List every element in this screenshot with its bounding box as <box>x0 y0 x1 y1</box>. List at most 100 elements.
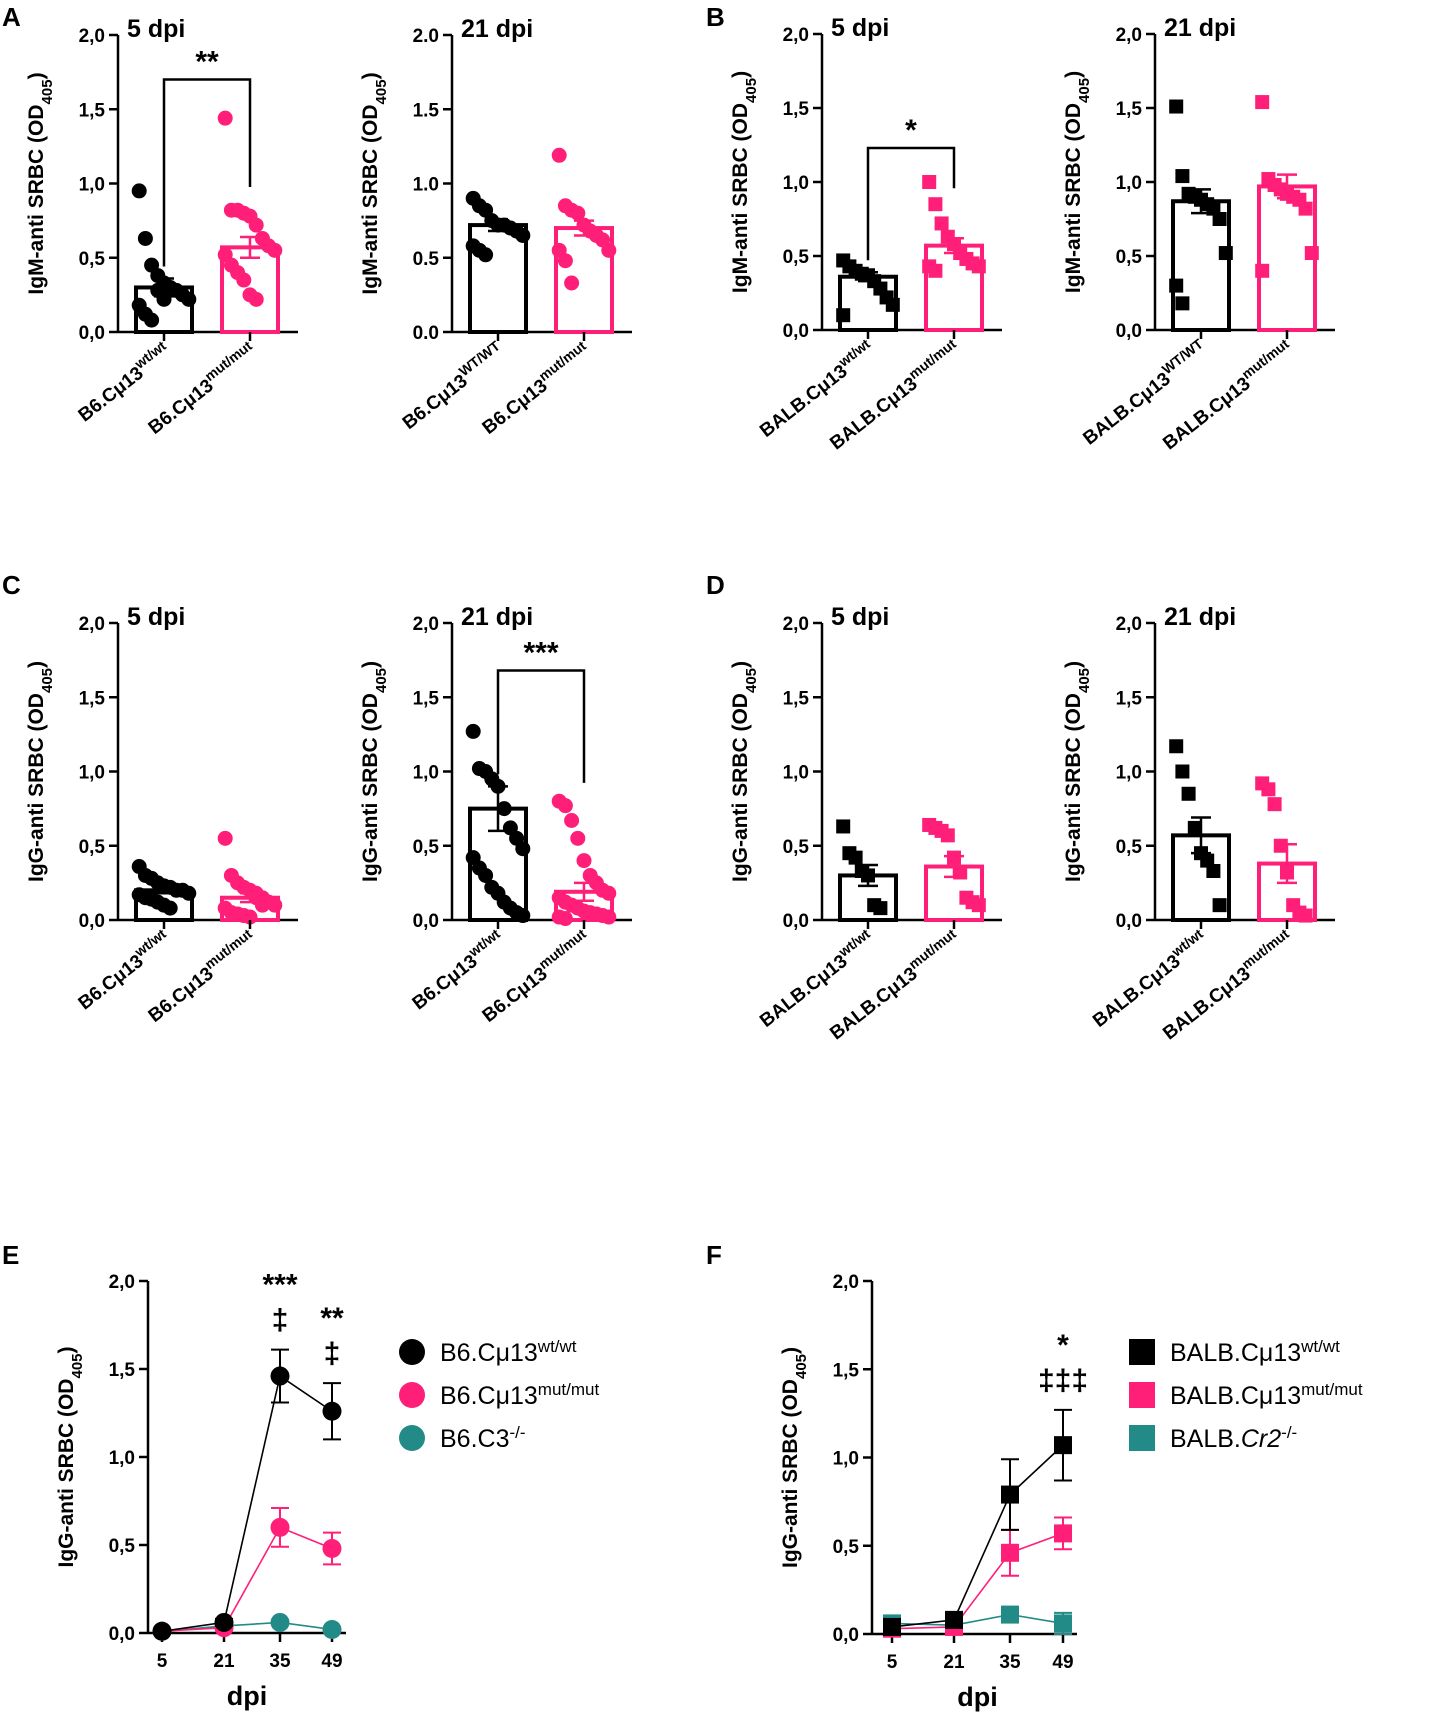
chart-c1-y-tick-label: 1,0 <box>79 763 105 784</box>
chart-f-y-axis-label-sub: 405 <box>793 1354 810 1379</box>
chart-b2-y-axis-label-end: ) <box>1062 71 1085 78</box>
x-tick-label: 35 <box>999 1652 1021 1673</box>
data-point <box>1206 863 1221 878</box>
chart-e-y-tick-label: 0,0 <box>109 1624 135 1645</box>
chart-b1-y-tick-label: 2,0 <box>783 25 809 46</box>
data-point <box>945 1610 963 1629</box>
chart-c1-y-tick-label: 2,0 <box>79 614 105 635</box>
data-point <box>601 885 617 901</box>
data-point <box>490 778 506 794</box>
chart-c2-y-tick-label: 0,5 <box>413 837 440 858</box>
data-point <box>1169 739 1184 754</box>
chart-d2-y-tick-label: 2,0 <box>1116 614 1142 635</box>
data-point <box>1273 838 1288 853</box>
chart-c1-y-axis-label: IgG-anti SRBC (OD405) <box>25 661 56 882</box>
chart-d2: 0,0 0,5 1,0 1,5 2,0 IgG-anti SRBC (OD405) 21 d… <box>1062 603 1335 1044</box>
series-line <box>891 1532 1064 1630</box>
legend-label-sup: mut/mut <box>538 1380 600 1399</box>
legend-marker <box>399 1339 425 1365</box>
legend-label: BALB.Cμ13wt/wt <box>1170 1337 1340 1368</box>
chart-b2-y-tick-label: 2,0 <box>1116 25 1142 46</box>
legend-label-main: B6.Cμ13 <box>440 1339 538 1367</box>
chart-b1-y-axis-label: IgM-anti SRBC (OD405) <box>729 71 760 293</box>
data-point <box>248 217 264 233</box>
data-point <box>1175 764 1190 779</box>
chart-b1-y-tick-label: 0,5 <box>783 247 810 268</box>
chart-a1-y-tick-label: 0,5 <box>79 249 106 270</box>
x-tick-label: 5 <box>887 1652 898 1673</box>
chart-b1-y-axis-label-main: IgM-anti SRBC (OD <box>729 103 752 293</box>
data-point <box>217 110 233 126</box>
chart-b2-y-tick-label: 0,0 <box>1116 321 1142 342</box>
data-point <box>1298 201 1313 216</box>
chart-b2-y-axis-label: IgM-anti SRBC (OD405) <box>1062 71 1093 293</box>
legend-label-main: BALB. <box>1170 1425 1241 1453</box>
x-tick-label: 49 <box>1052 1652 1073 1673</box>
x-tick-label-main: B6.Cμ13 <box>145 963 218 1026</box>
chart-d1-y-axis-label-sub: 405 <box>743 668 760 693</box>
data-point <box>1001 1605 1019 1624</box>
x-tick-label-sup: mut/mut <box>1239 335 1293 382</box>
chart-f-y-tick-label: 1,5 <box>833 1360 860 1381</box>
data-point <box>576 853 592 869</box>
series-line <box>161 1374 333 1633</box>
chart-e-y-axis-label-sub: 405 <box>69 1353 86 1378</box>
chart-d2-y-axis-label-main: IgG-anti SRBC (OD <box>1062 693 1085 882</box>
data-point <box>1280 865 1294 880</box>
x-tick-label-sup: wt/wt <box>835 335 873 370</box>
data-point <box>836 819 851 834</box>
data-point <box>1298 908 1313 923</box>
chart-b1-y-tick-label: 1,5 <box>783 99 810 120</box>
chart-c2-y-tick-label: 2,0 <box>413 614 439 635</box>
data-point <box>1054 1614 1072 1633</box>
chart-c2-y-axis-label: IgG-anti SRBC (OD405) <box>359 661 390 882</box>
chart-c1-y-tick-label: 1,5 <box>79 688 106 709</box>
x-tick-label: 5 <box>157 1651 168 1672</box>
chart-a2-y-tick-label: 0.0 <box>413 323 439 344</box>
data-point <box>156 291 172 307</box>
chart-f-y-axis-label-main: IgG-anti SRBC (OD <box>779 1379 802 1568</box>
chart-a1-y-axis-label-main: IgM-anti SRBC (OD <box>25 104 48 294</box>
data-point <box>162 900 178 916</box>
chart-e-y-axis-label-end: ) <box>55 1346 78 1353</box>
x-tick-label-sup: WT/WT <box>1159 335 1207 377</box>
annotation-label: ** <box>320 1302 344 1335</box>
chart-title: 21 dpi <box>461 603 533 631</box>
legend-marker <box>399 1382 425 1408</box>
data-point <box>928 197 943 212</box>
legend-label: B6.Cμ13wt/wt <box>440 1337 577 1368</box>
chart-f: 0,0 0,5 1,0 1,5 2,0 IgG-anti SRBC (OD405) 5 21 3… <box>779 1272 1363 1712</box>
legend-label-main: BALB.Cμ13 <box>1170 1382 1301 1410</box>
chart-a1: 0,0 0,5 1,0 1,5 2,0 IgM-anti SRBC (OD405) 5 dp… <box>25 15 298 439</box>
chart-d2-y-tick-label: 0,0 <box>1116 911 1142 932</box>
chart-title: 21 dpi <box>461 15 533 43</box>
data-point <box>515 227 531 243</box>
data-point <box>873 901 888 916</box>
data-point <box>940 828 955 843</box>
significance-bracket <box>162 78 252 267</box>
chart-a1-y-tick-label: 1,0 <box>79 175 105 196</box>
data-point <box>217 830 233 846</box>
x-tick-label-sup: wt/wt <box>835 925 873 960</box>
data-point <box>953 865 968 880</box>
data-point <box>248 291 264 307</box>
data-point <box>267 897 283 913</box>
data-point <box>322 1619 342 1639</box>
chart-f-y-axis-label: IgG-anti SRBC (OD405) <box>779 1347 810 1568</box>
data-point <box>254 897 270 913</box>
chart-a1-y-tick-label: 2,0 <box>79 26 105 47</box>
chart-b1: 0,0 0,5 1,0 1,5 2,0 IgM-anti SRBC (OD405) 5 dp… <box>729 14 1002 454</box>
chart-b1-y-tick-label: 0,0 <box>783 321 809 342</box>
x-tick-label-main: B6.Cμ13 <box>479 963 552 1026</box>
data-point <box>137 230 153 246</box>
chart-c1-y-axis-label-end: ) <box>25 661 48 668</box>
x-tick-label-sup: mut/mut <box>536 337 590 384</box>
chart-e-y-tick-label: 1,5 <box>109 1360 136 1381</box>
data-point <box>1001 1543 1019 1562</box>
chart-a1-y-axis-label: IgM-anti SRBC (OD405) <box>25 72 56 294</box>
chart-a1-y-axis-label-end: ) <box>25 72 48 79</box>
chart-b2-y-tick-label: 1,5 <box>1116 99 1143 120</box>
data-point <box>934 216 949 231</box>
chart-d1-y-tick-label: 0,0 <box>783 911 809 932</box>
x-tick-label-sup: mut/mut <box>906 925 960 972</box>
